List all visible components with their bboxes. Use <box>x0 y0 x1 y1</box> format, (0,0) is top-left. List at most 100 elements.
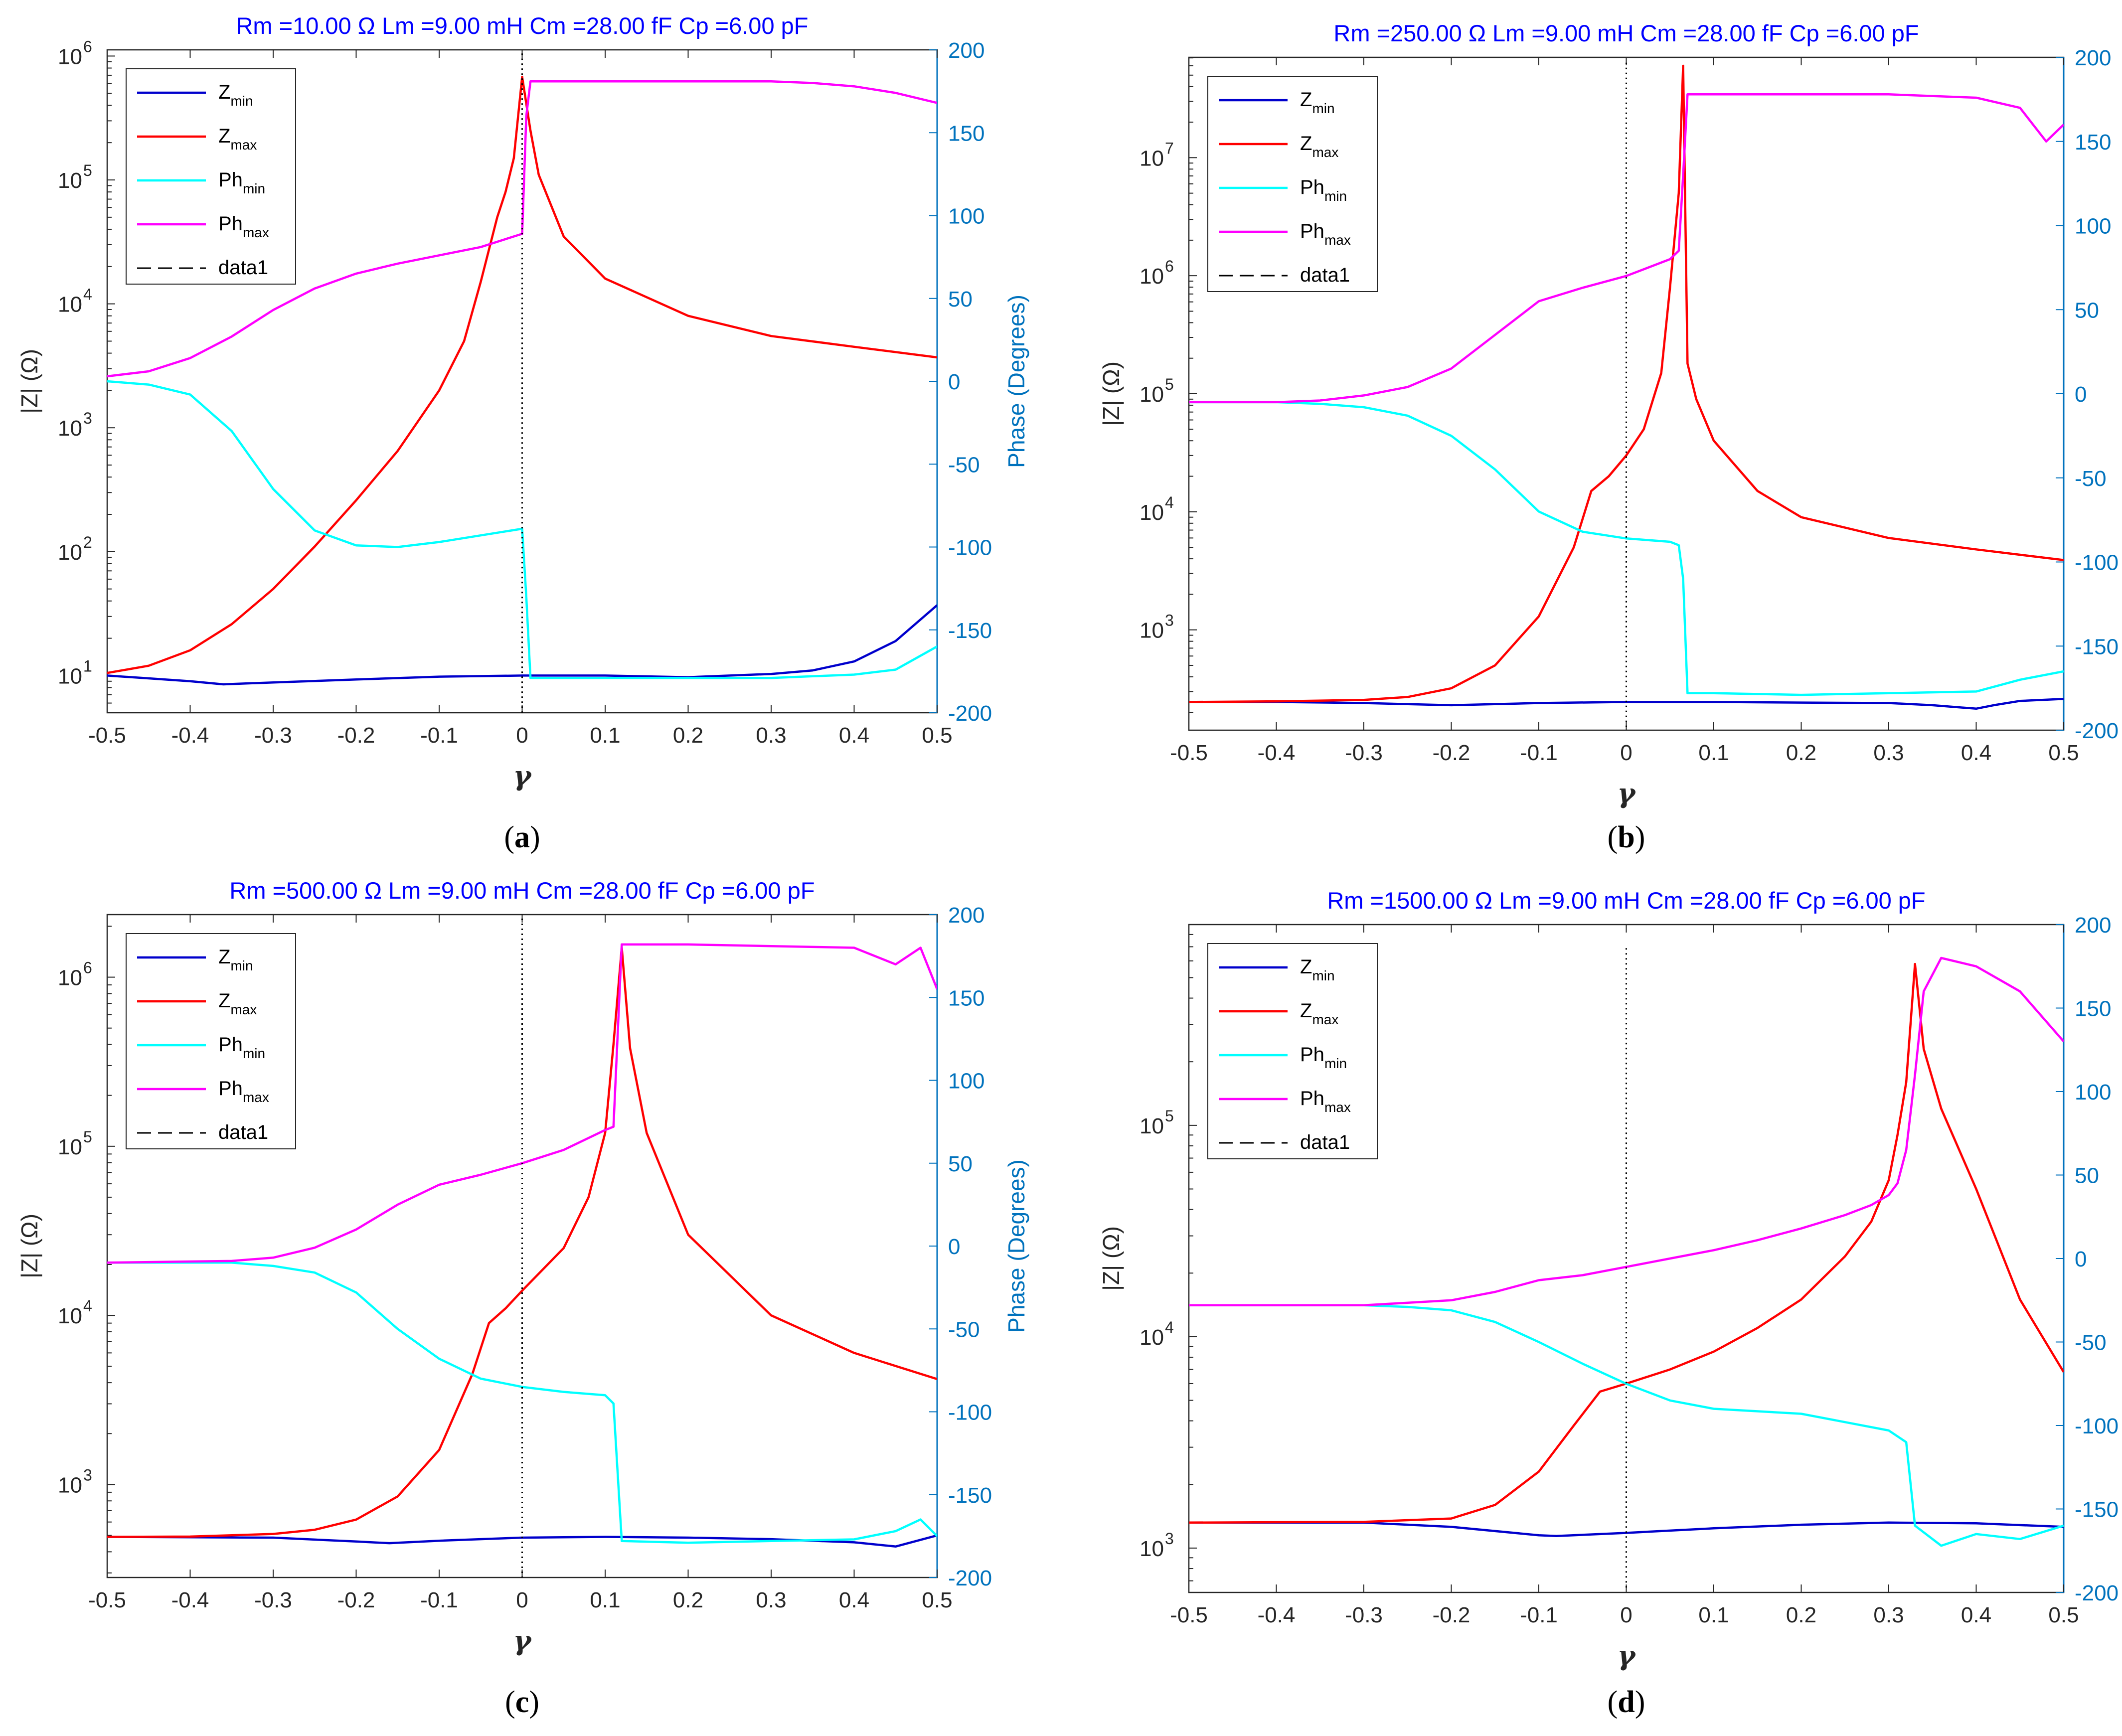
x-axis-label: γ <box>513 760 532 791</box>
y-tick-label: 10 <box>1140 619 1164 643</box>
legend-label-ph-min: Phmin <box>1300 1044 1347 1071</box>
legend-label-z-min: Zmin <box>1300 956 1335 983</box>
y2-tick-label: -100 <box>948 536 992 560</box>
panel-caption: (a) <box>504 820 540 854</box>
x-tick-label: -0.1 <box>420 1588 458 1612</box>
x-tick-label: 0 <box>1620 741 1632 765</box>
y2-tick-label: 50 <box>948 287 973 312</box>
y-tick-label: 10 <box>1140 1325 1164 1350</box>
x-tick-label: -0.5 <box>88 1588 126 1612</box>
y-tick-label: 10 <box>1140 146 1164 170</box>
y2-tick-label: -150 <box>948 619 992 643</box>
legend-label-z-min: Zmin <box>218 81 253 109</box>
y-tick-label: 10 <box>1140 382 1164 407</box>
series-line-ph-min <box>1189 401 2064 696</box>
y-tick-exponent: 6 <box>83 959 92 977</box>
y2-tick-label: 0 <box>948 370 960 394</box>
y-tick-label: 10 <box>58 1135 82 1159</box>
x-tick-label: 0.1 <box>1698 741 1729 765</box>
x-tick-label: 0.3 <box>1873 741 1904 765</box>
y2-axis-label: Phase (Degrees) <box>1003 1159 1029 1333</box>
x-tick-label: -0.2 <box>1433 1603 1470 1627</box>
x-tick-label: 0.1 <box>590 1588 620 1612</box>
series-line-ph-min <box>1189 1304 2064 1547</box>
y-tick-label: 10 <box>58 1304 82 1328</box>
panel-caption: (c) <box>505 1685 539 1719</box>
x-tick-label: 0.1 <box>590 723 620 748</box>
y2-tick-label: -100 <box>2075 551 2119 575</box>
y2-tick-label: -100 <box>2075 1414 2119 1438</box>
y-tick-label: 10 <box>58 293 82 317</box>
y-tick-exponent: 4 <box>1165 1318 1174 1336</box>
legend-label-z-min: Zmin <box>1300 89 1335 116</box>
legend-label-ph-max: Phmax <box>218 213 269 240</box>
x-tick-label: 0.3 <box>1873 1603 1904 1627</box>
chart-title: Rm =250.00 Ω Lm =9.00 mH Cm =28.00 fF Cp… <box>1333 20 1919 46</box>
x-tick-label: -0.3 <box>254 1588 292 1612</box>
x-tick-label: -0.5 <box>1170 741 1208 765</box>
y2-tick-label: 0 <box>2075 382 2087 407</box>
y2-tick-label: 0 <box>2075 1247 2087 1271</box>
x-tick-label: 0.2 <box>1786 741 1816 765</box>
series-line-ph-max <box>1189 93 2064 404</box>
x-tick-label: 0.4 <box>839 1588 869 1612</box>
y-tick-exponent: 5 <box>83 161 92 179</box>
y2-tick-label: 150 <box>2075 130 2111 155</box>
x-tick-label: 0.5 <box>922 1588 952 1612</box>
chart-title: Rm =1500.00 Ω Lm =9.00 mH Cm =28.00 fF C… <box>1327 887 1925 914</box>
legend-box <box>1207 76 1378 292</box>
y2-axis-label: Phase (Degrees) <box>1003 295 1029 468</box>
legend-label-data1: data1 <box>218 1121 268 1143</box>
chart-panel-d: Rm =1500.00 Ω Lm =9.00 mH Cm =28.00 fF C… <box>1062 867 2119 1735</box>
x-tick-label: 0.4 <box>1961 741 1991 765</box>
x-tick-label: 0 <box>1620 1603 1632 1627</box>
series-group <box>1189 61 2064 727</box>
legend-label-z-min: Zmin <box>218 946 253 973</box>
y-tick-label: 10 <box>58 168 82 193</box>
legend-box <box>126 933 296 1149</box>
x-tick-label: -0.4 <box>1258 741 1296 765</box>
chart-title: Rm =500.00 Ω Lm =9.00 mH Cm =28.00 fF Cp… <box>229 877 815 904</box>
y2-tick-label: -150 <box>2075 1498 2119 1522</box>
series-line-ph-max <box>107 80 937 378</box>
series-line-ph-max <box>1189 956 2064 1307</box>
y-tick-exponent: 7 <box>1165 139 1174 157</box>
x-tick-label: 0 <box>516 1588 528 1612</box>
y-tick-label: 10 <box>58 966 82 990</box>
chart-panel-a: Rm =10.00 Ω Lm =9.00 mH Cm =28.00 fF Cp … <box>0 0 1057 867</box>
chart-panel-b: Rm =250.00 Ω Lm =9.00 mH Cm =28.00 fF Cp… <box>1062 0 2119 867</box>
chart-svg-d: Rm =1500.00 Ω Lm =9.00 mH Cm =28.00 fF C… <box>1098 887 2119 1719</box>
x-tick-label: -0.3 <box>1345 741 1383 765</box>
y2-tick-label: 200 <box>948 903 984 928</box>
x-tick-label: 0.2 <box>1786 1603 1816 1627</box>
y-tick-exponent: 4 <box>1165 493 1174 511</box>
x-tick-label: 0.2 <box>673 1588 703 1612</box>
y-axis-label: |Z| (Ω) <box>16 1214 42 1278</box>
y2-tick-label: -200 <box>2075 719 2119 743</box>
y2-tick-label: -150 <box>948 1483 992 1508</box>
y2-tick-label: 200 <box>2075 46 2111 70</box>
chart-title: Rm =10.00 Ω Lm =9.00 mH Cm =28.00 fF Cp … <box>236 12 808 39</box>
y2-tick-label: -200 <box>948 701 992 726</box>
y2-tick-label: -200 <box>2075 1581 2119 1605</box>
x-tick-label: 0 <box>516 723 528 748</box>
legend-label-data1: data1 <box>218 257 268 279</box>
y-tick-label: 10 <box>58 1473 82 1497</box>
panel-caption: (b) <box>1608 820 1645 854</box>
y2-tick-label: 50 <box>2075 1164 2099 1188</box>
y2-tick-label: 50 <box>2075 298 2099 322</box>
y2-tick-label: 0 <box>948 1235 960 1259</box>
chart-svg-c: Rm =500.00 Ω Lm =9.00 mH Cm =28.00 fF Cp… <box>16 877 1029 1719</box>
y2-tick-label: -100 <box>948 1401 992 1425</box>
y-tick-exponent: 4 <box>83 286 92 304</box>
series-line-z-min <box>1189 697 2064 710</box>
series-line-z-min <box>107 1534 937 1548</box>
y-tick-exponent: 5 <box>1165 1107 1174 1125</box>
x-axis-label: γ <box>1618 777 1636 809</box>
y-tick-label: 10 <box>58 416 82 441</box>
y-tick-exponent: 6 <box>83 37 92 55</box>
series-group <box>1189 947 2064 1588</box>
legend-label-z-max: Zmax <box>1300 133 1338 160</box>
y-axis-label: |Z| (Ω) <box>1098 1226 1124 1291</box>
legend-label-ph-max: Phmax <box>1300 220 1351 248</box>
